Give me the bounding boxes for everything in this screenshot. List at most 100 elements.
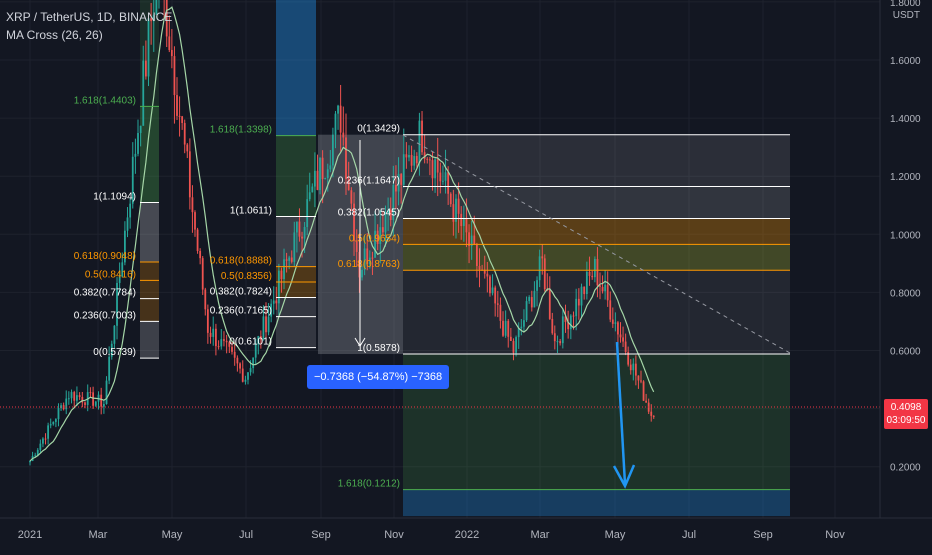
bar-countdown: 03:09:50 <box>886 415 926 426</box>
candle-body <box>326 169 329 178</box>
candle-body <box>361 269 363 278</box>
candle-body <box>528 297 531 302</box>
candle-body <box>442 180 444 182</box>
candle-body <box>439 172 442 182</box>
candle-body <box>559 341 562 344</box>
candle-body <box>29 460 31 463</box>
candle-body <box>241 368 244 382</box>
candle-body <box>191 197 194 213</box>
fib-level-lines <box>140 105 790 491</box>
candle-body <box>285 259 288 261</box>
candle-body <box>270 303 273 317</box>
fib3-label: 0.236(1.1647) <box>338 175 400 186</box>
fib2-label: 1(1.0611) <box>230 206 272 217</box>
candle-body <box>89 392 92 394</box>
candle-body <box>110 343 113 357</box>
candle-body <box>347 178 350 191</box>
candle-body <box>569 315 572 330</box>
candle-body <box>632 363 635 371</box>
candle-body <box>137 133 139 154</box>
time-tick-label: Sep <box>311 529 331 541</box>
fib3-label: 1.618(0.1212) <box>338 479 400 490</box>
candle-body <box>100 394 103 407</box>
candle-body <box>478 265 481 270</box>
candle-body <box>395 185 397 192</box>
candle-body <box>204 289 207 310</box>
candle-body <box>220 339 223 347</box>
candle-body <box>491 287 494 294</box>
candle-body <box>507 320 510 337</box>
candle-body <box>342 132 345 138</box>
candle-body <box>298 221 301 237</box>
symbol-title[interactable]: XRP / TetherUS, 1D, BINANCE <box>6 10 173 24</box>
fib2-zone <box>276 0 316 136</box>
candle-body <box>475 244 478 266</box>
candle-body <box>413 156 416 166</box>
fib3-zone <box>403 244 790 271</box>
candle-body <box>650 411 653 416</box>
measure-label: −0.7368 (−54.87%) −7368 <box>307 365 450 389</box>
candle-body <box>131 156 134 204</box>
fib3-zone <box>403 186 790 219</box>
time-tick-label: Mar <box>89 529 108 541</box>
price-tick-label: 1.2000 <box>890 172 921 183</box>
candle-body <box>428 159 431 161</box>
candle-body <box>196 229 199 252</box>
candle-body <box>536 280 538 291</box>
candle-body <box>567 322 570 330</box>
price-tick-label: 0.8000 <box>890 288 921 299</box>
candle-body <box>183 123 186 145</box>
candle-body <box>168 36 171 50</box>
candle-body <box>44 438 47 440</box>
candle-body <box>52 421 55 425</box>
candle-body <box>494 287 497 304</box>
candle-body <box>301 236 303 239</box>
time-tick-label: Nov <box>825 529 845 541</box>
candle-body <box>324 177 327 179</box>
fib3-label: 0(1.3429) <box>357 124 400 135</box>
candle-body <box>496 303 499 305</box>
candle-body <box>36 449 39 456</box>
time-tick-label: Nov <box>384 529 404 541</box>
indicator-title[interactable]: MA Cross (26, 26) <box>6 28 103 42</box>
candle-body <box>215 328 217 347</box>
candle-body <box>517 328 520 338</box>
time-axis[interactable]: 2021 Mar May Jul Sep Nov 2022 Mar May Jul Sep Nov <box>18 529 846 541</box>
candle-body <box>295 221 298 233</box>
fib1-zone <box>140 202 159 262</box>
candle-body <box>538 256 541 281</box>
candle-body <box>339 105 342 133</box>
candle-body <box>319 157 321 191</box>
fib3-zone <box>403 218 790 245</box>
down-arrow-icon <box>612 341 636 489</box>
candle-body <box>499 304 502 321</box>
candle-body <box>311 186 314 193</box>
fib3-zone <box>403 354 790 490</box>
time-tick-label: May <box>162 529 183 541</box>
candle-body <box>624 341 627 352</box>
fib1-label: 0.382(0.7784) <box>74 288 136 299</box>
fib1-label: 1.618(1.4403) <box>74 95 136 106</box>
price-tick-label: 1.8000 <box>890 0 921 9</box>
fib2-label: 0.5(0.8356) <box>221 271 272 282</box>
candle-body <box>283 259 285 280</box>
candle-body <box>502 320 504 336</box>
candle-body <box>173 56 176 96</box>
candle-body <box>60 405 62 409</box>
currency-unit: USDT <box>892 10 920 21</box>
candle-body <box>57 408 60 420</box>
candle-body <box>92 392 95 406</box>
candle-body <box>551 318 554 334</box>
candle-body <box>170 49 173 57</box>
candle-body <box>460 213 463 227</box>
candle-body <box>254 344 257 358</box>
candle-body <box>194 212 196 230</box>
candle-body <box>217 346 220 348</box>
candle-body <box>368 257 371 264</box>
candle-body <box>129 203 132 218</box>
candle-body <box>321 157 324 179</box>
candle-body <box>392 185 395 220</box>
fib1-label: 0.618(0.9048) <box>74 251 136 262</box>
